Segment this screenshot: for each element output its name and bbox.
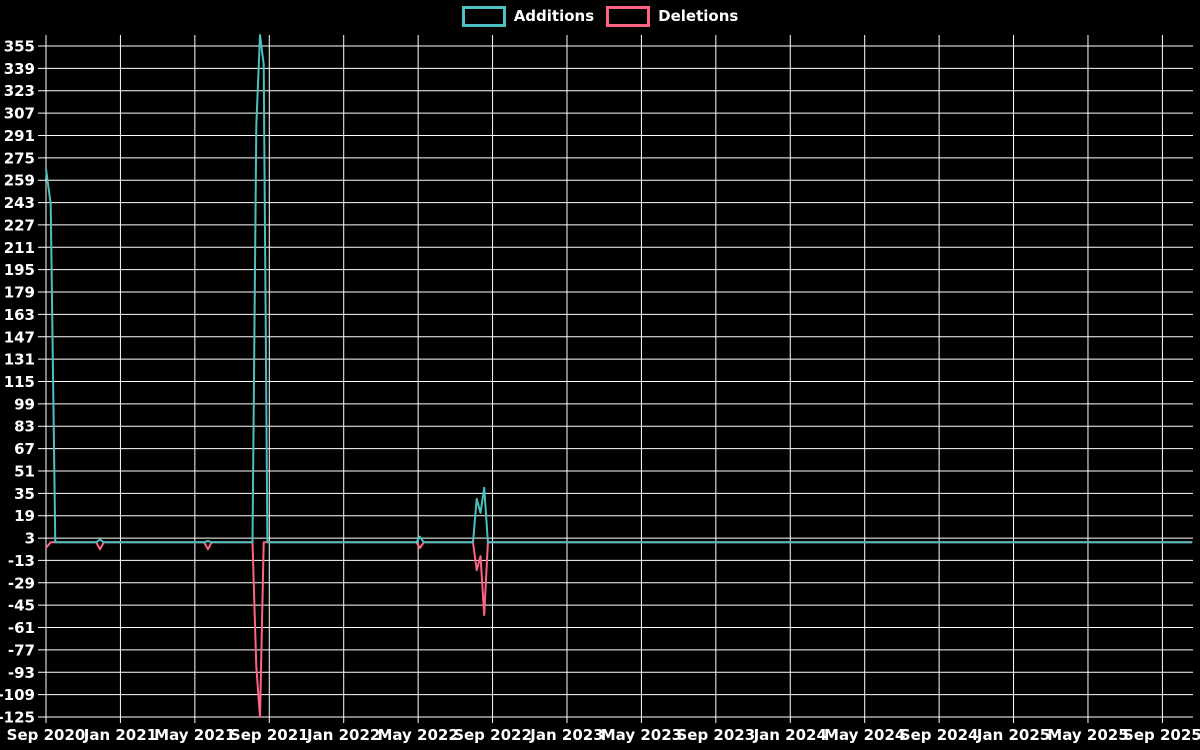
legend-label-additions: Additions <box>513 7 595 25</box>
y-tick-label: 227 <box>4 216 35 234</box>
y-tick-label: 3 <box>25 530 35 548</box>
x-tick-label: May 2022 <box>377 726 458 744</box>
chart-legend: Additions Deletions <box>0 6 1200 27</box>
legend-item-additions[interactable]: Additions <box>461 6 595 27</box>
y-tick-label: -77 <box>8 641 35 659</box>
x-tick-label: Jan 2022 <box>306 726 380 744</box>
y-gridlines <box>38 45 1193 718</box>
x-tick-label: Sep 2023 <box>676 726 755 744</box>
legend-item-deletions[interactable]: Deletions <box>606 6 738 27</box>
x-gridlines <box>45 35 1163 723</box>
y-tick-label: 323 <box>4 82 35 100</box>
y-tick-label: -61 <box>8 619 35 637</box>
y-axis-labels: 355 339 323 307 291 275 259 243 227 211 195 179 163 1… <box>0 38 35 727</box>
y-tick-label: -13 <box>8 552 35 570</box>
y-tick-label: 211 <box>4 239 35 257</box>
y-tick-label: -29 <box>8 574 35 592</box>
x-tick-label: Sep 2022 <box>453 726 532 744</box>
deletions-swatch-icon <box>606 6 651 27</box>
y-tick-label: 67 <box>14 440 35 458</box>
x-tick-label: Jan 2025 <box>976 726 1050 744</box>
x-tick-label: May 2023 <box>601 726 682 744</box>
series-additions <box>45 34 1193 544</box>
y-tick-label: 115 <box>4 373 35 391</box>
x-tick-label: Sep 2020 <box>7 726 86 744</box>
additions-swatch-icon <box>461 6 506 27</box>
legend-label-deletions: Deletions <box>658 7 739 25</box>
y-tick-label: 195 <box>4 261 35 279</box>
y-tick-label: -93 <box>8 664 35 682</box>
y-tick-label: 275 <box>4 149 35 167</box>
y-tick-label: 99 <box>14 395 35 413</box>
y-tick-label: 19 <box>14 507 35 525</box>
y-tick-label: 51 <box>14 462 35 480</box>
x-tick-label: May 2021 <box>154 726 235 744</box>
y-tick-label: 243 <box>4 194 35 212</box>
x-tick-label: Jan 2021 <box>83 726 157 744</box>
x-tick-label: May 2024 <box>824 726 905 744</box>
y-tick-label: 131 <box>4 351 35 369</box>
series-additions-line <box>45 34 1193 544</box>
y-tick-label: -125 <box>0 709 35 727</box>
x-tick-label: Jan 2024 <box>753 726 827 744</box>
y-tick-label: -109 <box>0 686 35 704</box>
y-tick-label: 339 <box>4 60 35 78</box>
y-tick-label: 259 <box>4 172 35 190</box>
y-tick-label: 147 <box>4 328 35 346</box>
series-deletions-line <box>45 541 1193 718</box>
x-tick-label: Sep 2024 <box>900 726 979 744</box>
x-tick-label: May 2025 <box>1047 726 1128 744</box>
y-tick-label: 355 <box>4 38 35 56</box>
y-tick-label: 35 <box>14 485 35 503</box>
y-tick-label: 291 <box>4 127 35 145</box>
y-tick-label: 163 <box>4 306 35 324</box>
y-tick-label: 307 <box>4 105 35 123</box>
x-tick-label: Sep 2021 <box>230 726 309 744</box>
x-tick-label: Jan 2023 <box>529 726 603 744</box>
series-deletions <box>45 541 1193 718</box>
x-tick-label: Sep 2025 <box>1123 726 1200 744</box>
y-tick-label: 179 <box>4 284 35 302</box>
y-tick-label: -45 <box>8 597 35 615</box>
y-tick-label: 83 <box>14 418 35 436</box>
